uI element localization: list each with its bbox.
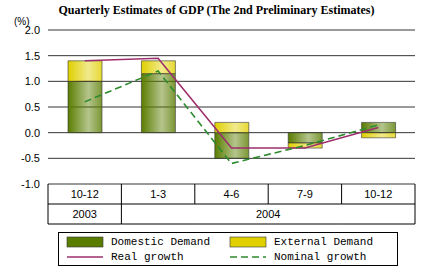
svg-text:-0.5: -0.5 <box>21 152 40 164</box>
svg-text:1.5: 1.5 <box>25 50 40 62</box>
svg-text:2004: 2004 <box>256 208 280 220</box>
html-text:Real growth: Real growth <box>111 250 184 263</box>
svg-text:4-6: 4-6 <box>224 188 240 200</box>
svg-text:-1.0: -1.0 <box>21 178 40 190</box>
svg-text:2.0: 2.0 <box>25 24 40 36</box>
svg-text:1-3: 1-3 <box>150 188 166 200</box>
html-text:Domestic Demand: Domestic Demand <box>111 235 210 248</box>
html-text:Nominal growth: Nominal growth <box>274 250 367 263</box>
svg-text:2003: 2003 <box>72 208 96 220</box>
svg-text:1.0: 1.0 <box>25 75 40 87</box>
html-text:Quarterly Estimates of GDP (Th: Quarterly Estimates of GDP (The 2nd Prel… <box>58 3 375 17</box>
svg-text:0.5: 0.5 <box>25 101 40 113</box>
svg-text:10-12: 10-12 <box>71 188 99 200</box>
svg-text:10-12: 10-12 <box>364 188 392 200</box>
svg-text:7-9: 7-9 <box>297 188 313 200</box>
html-text:External Demand: External Demand <box>274 235 373 248</box>
svg-text:0.0: 0.0 <box>25 127 40 139</box>
